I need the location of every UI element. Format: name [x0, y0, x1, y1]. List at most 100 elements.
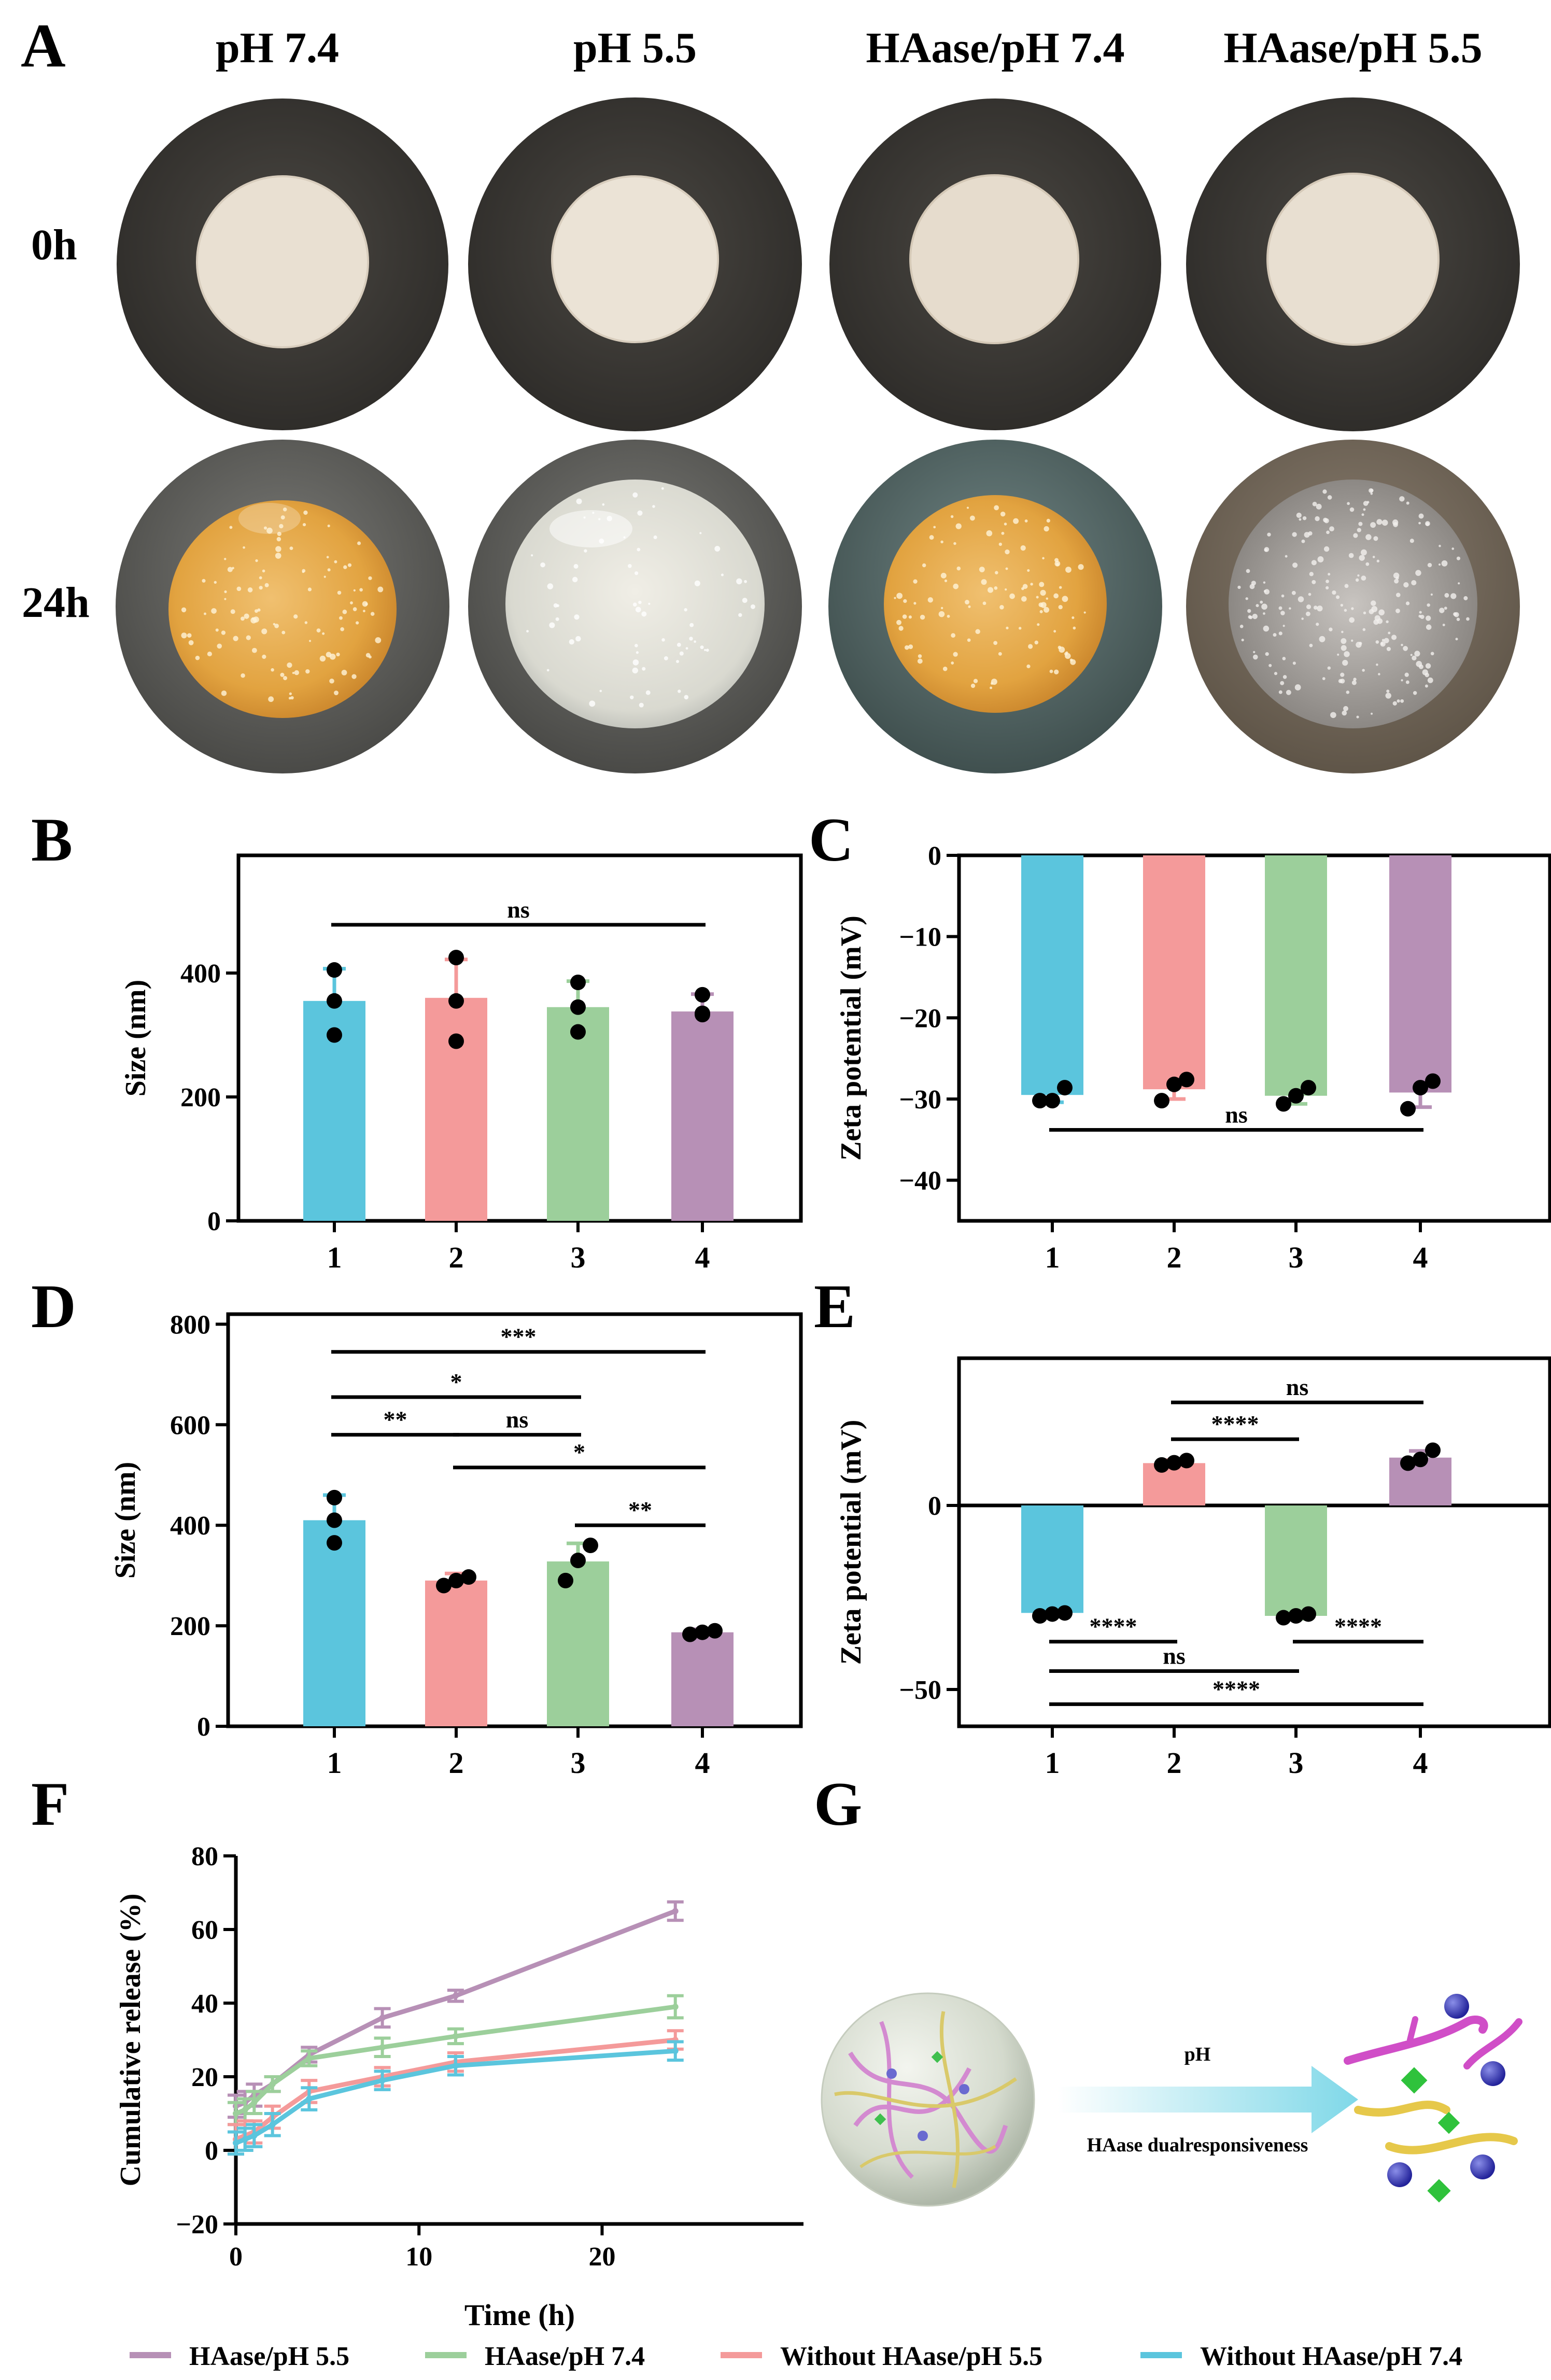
data-point: [452, 2062, 459, 2069]
gel-speckle: [202, 579, 206, 583]
gel-speckle: [1456, 556, 1461, 560]
gel-speckle: [1351, 607, 1354, 610]
plot-frame: [226, 1312, 803, 1728]
gel-speckle: [268, 696, 274, 702]
gel-speckle: [307, 587, 312, 592]
gel-speckle: [1371, 600, 1376, 606]
data-point: [306, 2095, 313, 2102]
y-tick-label: −30: [899, 1085, 941, 1115]
data-point: [1032, 1093, 1048, 1109]
gel-speckle: [999, 604, 1004, 610]
gel-speckle: [337, 590, 342, 595]
data-point: [695, 1624, 710, 1640]
gel-speckle: [905, 645, 909, 650]
gel-speckle: [1037, 623, 1040, 626]
gel-speckle: [1044, 607, 1050, 613]
gel-speckle: [1291, 590, 1296, 595]
data-point: [251, 2132, 258, 2139]
gel-speckle: [1466, 617, 1470, 621]
gel-speckle: [221, 690, 227, 696]
gel-speckle: [704, 649, 707, 652]
gel-speckle: [1420, 614, 1425, 619]
x-tick-label: 1: [1045, 1241, 1060, 1274]
x-tick-label: 2: [1167, 1746, 1182, 1780]
gel-speckle: [1442, 624, 1445, 626]
data-point: [1425, 1073, 1441, 1089]
gel-speckle: [1308, 593, 1312, 596]
gel-speckle: [994, 505, 999, 511]
panel-g-schematic: pH HAase dualresponsiveness: [821, 1992, 1522, 2207]
gel-speckle: [623, 536, 626, 539]
data-point: [448, 993, 464, 1009]
gel-speckle: [336, 652, 340, 657]
y-tick-label: −40: [899, 1166, 941, 1196]
gel-speckle: [706, 649, 709, 652]
gel-speckle: [531, 554, 533, 557]
gel-speckle: [1040, 589, 1046, 596]
legend-label-without-haase-ph55: Without HAase/pH 5.5: [780, 2342, 1042, 2371]
gel-speckle: [362, 610, 365, 613]
gel-speckle: [266, 527, 273, 534]
arrow-label-ph: pH: [1185, 2044, 1211, 2065]
significance-label: ****: [1090, 1613, 1137, 1640]
gel-speckle: [1281, 594, 1285, 598]
x-tick-label: 2: [449, 1241, 464, 1274]
gel-speckle: [947, 614, 950, 618]
gel-speckle: [340, 627, 344, 631]
gel-speckle: [1346, 691, 1350, 694]
y-tick-label: 400: [180, 959, 221, 989]
gel-speckle: [953, 583, 959, 589]
gel-speckle: [913, 602, 917, 605]
gel-speckle: [1340, 603, 1344, 607]
gel-speckle: [365, 602, 368, 605]
gel-speckle: [1395, 608, 1400, 613]
gel-speckle: [224, 598, 227, 600]
gel-speckle: [263, 526, 267, 530]
gel-speckle: [1249, 615, 1253, 619]
data-point: [269, 2121, 276, 2128]
gel-speckle: [1030, 583, 1033, 586]
y-axis-label: Cumulative release (%): [115, 1893, 147, 2186]
x-tick-label: 10: [405, 2242, 432, 2272]
gel-speckle: [1326, 580, 1329, 583]
data-point: [1032, 1608, 1048, 1624]
gel-speckle: [1392, 519, 1399, 526]
gel-speckle: [304, 621, 308, 624]
gel-speckle: [302, 569, 306, 573]
gel-speckle: [1252, 613, 1258, 619]
gel-speckle: [292, 672, 295, 674]
gel-speckle: [953, 542, 956, 545]
gel-speckle: [637, 510, 643, 516]
y-tick-label: −20: [176, 2210, 218, 2240]
gel-speckle: [1456, 617, 1460, 622]
gel-speckle: [1317, 605, 1323, 612]
y-tick-label: 200: [170, 1612, 210, 1641]
hydrogel-sphere: [821, 1992, 1035, 2207]
gel-speckle: [1327, 495, 1332, 500]
gel-speckle: [1054, 669, 1059, 674]
gel-speckle: [326, 556, 329, 559]
data-point: [583, 1537, 598, 1553]
significance-label: *: [573, 1439, 585, 1466]
data-point: [1276, 1610, 1291, 1626]
gel-speckle: [1341, 645, 1347, 651]
gel-speckle: [1388, 631, 1391, 635]
panel-label-d: D: [31, 1272, 76, 1341]
gel-speckle: [1430, 652, 1434, 656]
panel-label-b: B: [31, 805, 73, 874]
gel-speckle: [576, 498, 582, 504]
gel-speckle: [1355, 578, 1359, 582]
gel-speckle: [1386, 689, 1390, 693]
significance-label: ns: [1286, 1374, 1308, 1400]
gel-speckle: [281, 630, 286, 635]
gel-speckle: [289, 692, 292, 695]
gel-speckle: [574, 614, 580, 620]
plot-frame: [236, 853, 803, 1223]
x-tick-label: 4: [695, 1241, 710, 1274]
gel-speckle: [637, 547, 641, 552]
gel-speckle: [1326, 586, 1329, 589]
gel-speckle: [575, 636, 581, 642]
x-tick-label: 4: [1413, 1746, 1428, 1780]
gel-speckle: [955, 523, 962, 529]
